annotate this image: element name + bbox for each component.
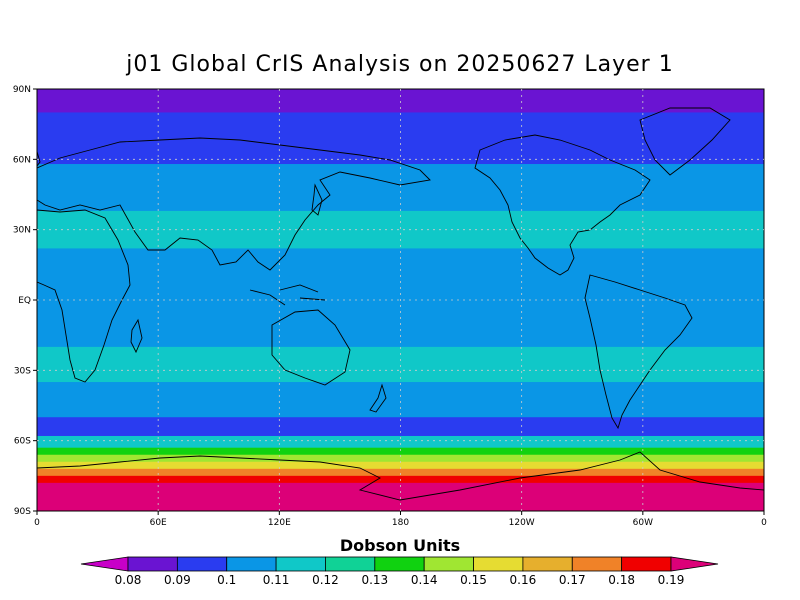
coastline-australia — [271, 309, 351, 386]
colorbar-swatch — [176, 556, 228, 572]
colorbar-label: 0.1 — [217, 573, 236, 587]
colorbar-swatch — [571, 556, 623, 572]
graticule — [37, 89, 764, 511]
colorbar-label: 0.13 — [361, 573, 388, 587]
coastline-africa — [37, 209, 131, 383]
colorbar-label: 0.19 — [658, 573, 685, 587]
colorbar-swatch — [127, 556, 178, 572]
colorbar-label: 0.09 — [164, 573, 191, 587]
coastline-north-america — [474, 134, 651, 276]
colorbar-label: 0.14 — [411, 573, 438, 587]
colorbar-label: 0.15 — [460, 573, 487, 587]
coastline-greenland — [639, 107, 731, 176]
lon-label: 180 — [392, 518, 409, 528]
lat-label: 90N — [13, 85, 31, 95]
colorbar-swatch — [522, 556, 573, 572]
ozone-band-0 — [37, 89, 764, 113]
colorbar-swatch — [423, 556, 474, 572]
colorbar-label: 0.16 — [510, 573, 537, 587]
coastlines — [37, 107, 764, 501]
coastline-new-zealand — [369, 383, 387, 413]
coastline-eurasia — [37, 137, 431, 271]
lon-label: 0 — [34, 518, 40, 528]
colorbar-swatch — [621, 556, 672, 572]
lat-label: 30N — [13, 226, 31, 236]
colorbar: 0.08 0.09 0.1 0.11 0.12 0.13 0.14 0.15 0.16 0.17 0… — [80, 556, 719, 587]
colorbar-swatch — [226, 556, 277, 572]
colorbar-label: 0.12 — [312, 573, 339, 587]
colorbar-label: 0.11 — [263, 573, 290, 587]
lon-label: 0 — [761, 518, 767, 528]
lon-label: 60E — [150, 518, 167, 528]
colorbar-low-arrow — [80, 556, 129, 572]
ozone-band-9 — [37, 447, 764, 456]
coastline-madagascar — [130, 318, 143, 354]
lat-label: 60N — [13, 155, 31, 165]
lon-label: 120E — [268, 518, 291, 528]
lat-label: 90S — [14, 507, 31, 517]
lon-label: 120W — [509, 518, 535, 528]
coastline-south-america — [584, 274, 693, 430]
colorbar-title: Dobson Units — [339, 536, 461, 555]
colorbar-swatch — [325, 556, 376, 572]
ozone-band-8 — [37, 435, 764, 449]
lat-label: EQ — [18, 296, 31, 306]
ozone-band-10 — [37, 454, 764, 463]
colorbar-label: 0.08 — [115, 573, 142, 587]
ozone-band-11 — [37, 461, 764, 470]
ozone-band-6 — [37, 382, 764, 418]
lon-label: 60W — [633, 518, 653, 528]
colorbar-label: 0.17 — [559, 573, 586, 587]
colorbar-high-arrow — [670, 556, 719, 572]
colorbar-swatch — [374, 556, 425, 572]
lat-label: 30S — [14, 366, 31, 376]
ozone-band-12 — [37, 468, 764, 477]
colorbar-swatch — [473, 556, 524, 572]
ozone-band-5 — [37, 346, 764, 383]
colorbar-label: 0.18 — [608, 573, 635, 587]
lat-label: 60S — [14, 437, 31, 447]
colorbar-swatch — [275, 556, 326, 572]
ozone-band-14 — [37, 482, 764, 511]
coastline-antarctica — [37, 451, 764, 501]
coastline-japan — [311, 183, 323, 216]
map-title: j01 Global CrIS Analysis on 20250627 Lay… — [126, 52, 674, 77]
coastline-british-isles — [37, 149, 41, 167]
